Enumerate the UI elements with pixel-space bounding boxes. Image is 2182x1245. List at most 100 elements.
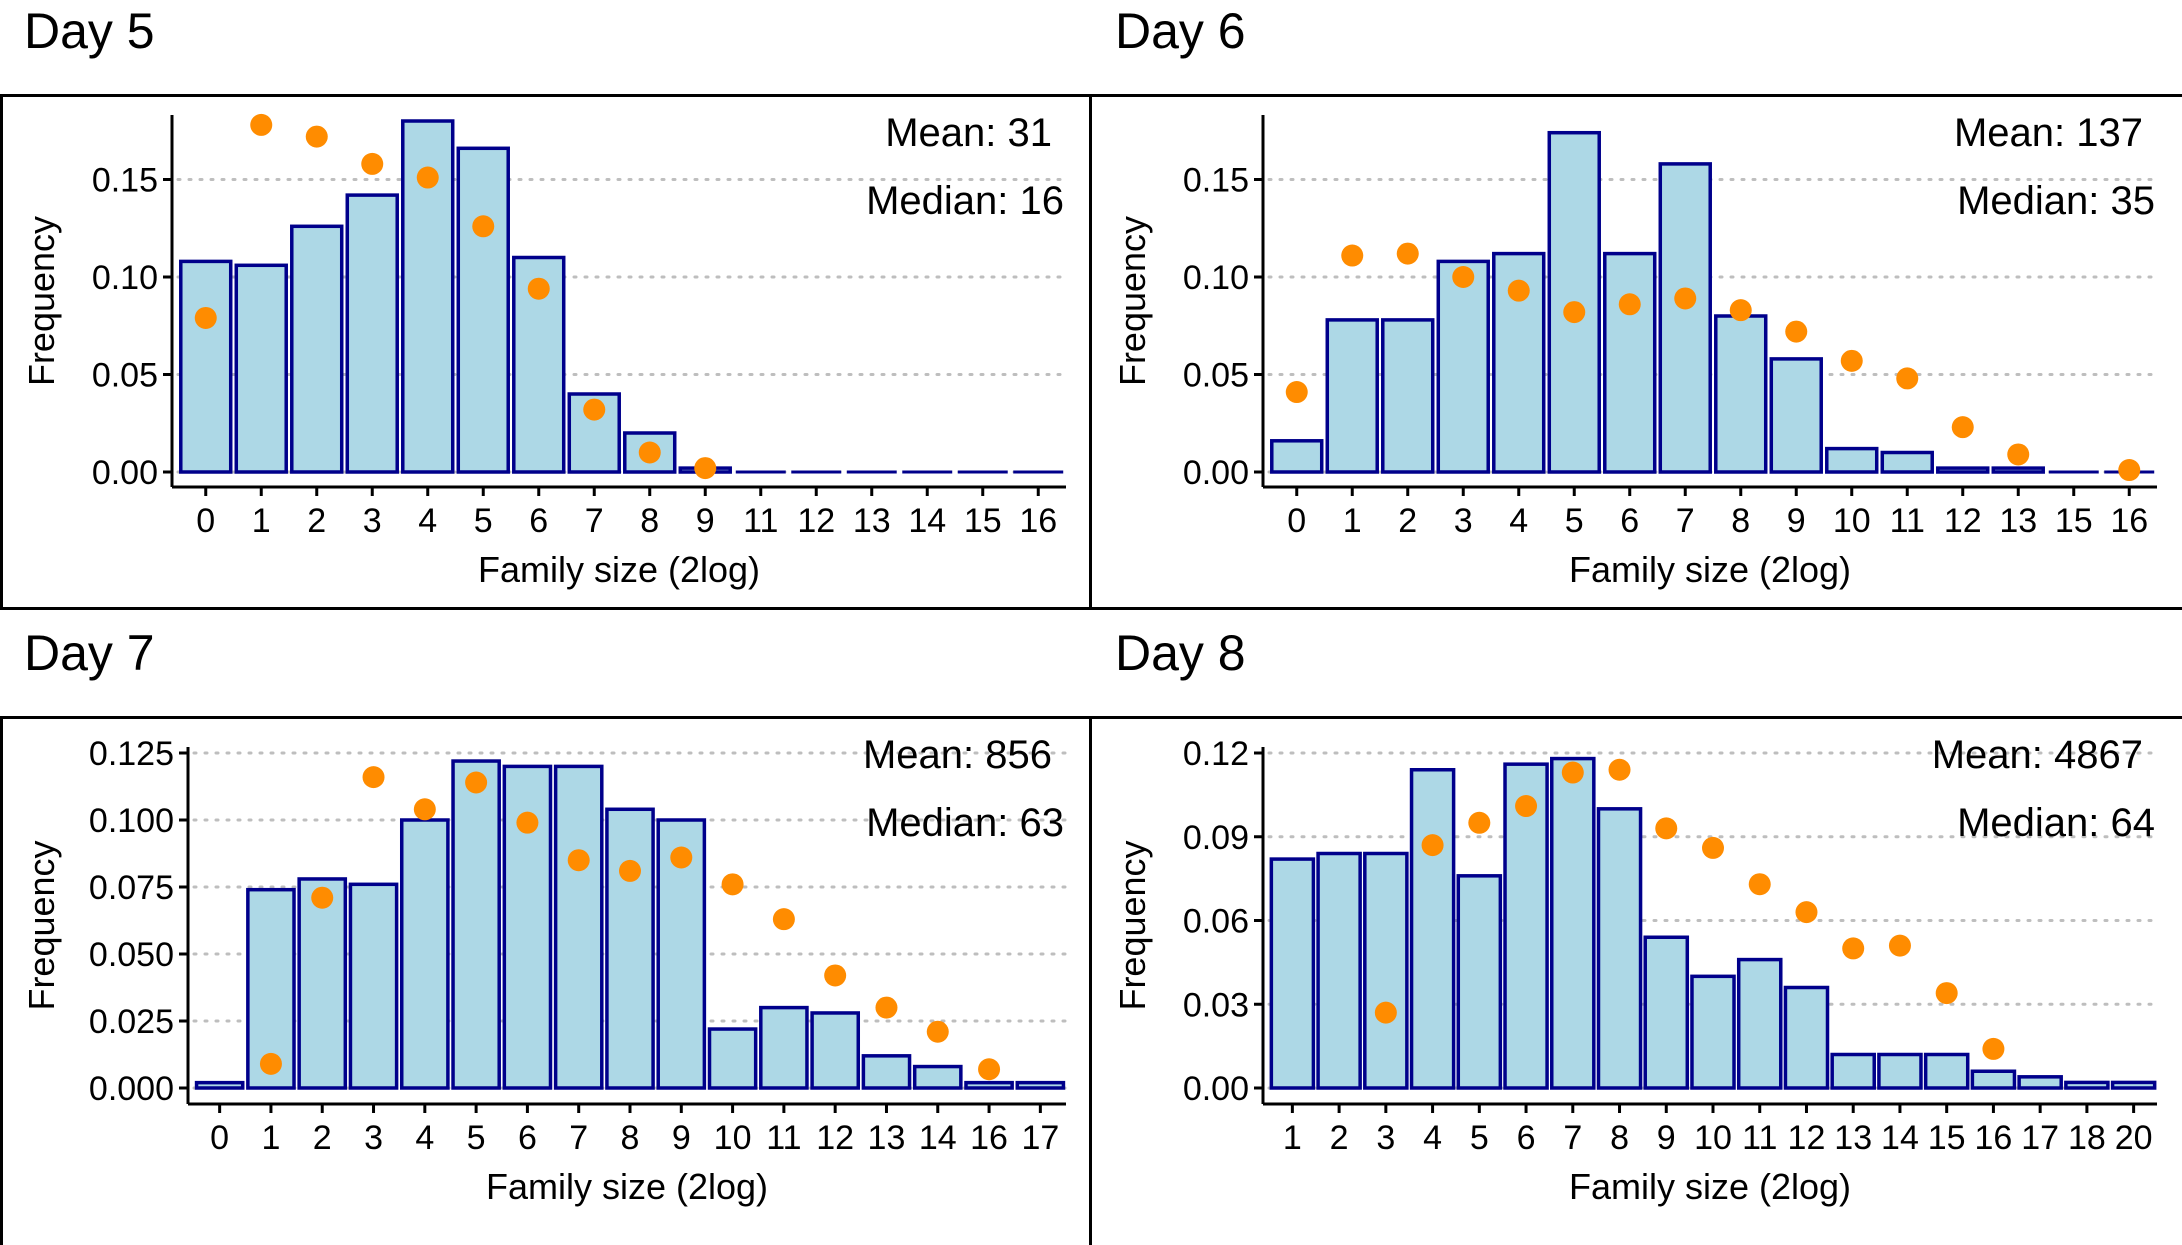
- x-tick-label: 10: [1833, 502, 1871, 540]
- chart-title: Day 8: [1115, 625, 1246, 681]
- data-point: [1702, 836, 1724, 859]
- x-tick-label: 8: [621, 1119, 640, 1157]
- y-axis-label: Frequency: [1112, 216, 1153, 386]
- bar: [1550, 756, 1596, 1090]
- data-point: [567, 849, 590, 872]
- chart-panel-day-7: Day 7 0.000 0.025 0.050 0.075 0.100 0.125 0 1 2 3…: [0, 622, 1091, 1244]
- x-tick-label: 9: [696, 502, 715, 540]
- data-point: [638, 441, 661, 464]
- bar: [1325, 318, 1379, 474]
- x-tick-label: 0: [1287, 502, 1306, 540]
- mean-annotation: Mean: 31: [885, 111, 1052, 155]
- data-point: [1561, 761, 1584, 784]
- x-tick-label: 0: [210, 1119, 229, 1157]
- x-tick-label: 1: [252, 502, 271, 540]
- chart-title: Day 5: [24, 3, 155, 59]
- chart-panel-day-6: Day 6 0.00 0.05 0.10 0.15 0 1 2 3 4 5 6 7 8 9 10 11 12 13…: [1091, 0, 2182, 622]
- data-point: [1468, 811, 1491, 834]
- x-tick-label: 1: [1343, 502, 1362, 540]
- bar: [1783, 985, 1830, 1090]
- median-annotation: Median: 16: [866, 179, 1064, 223]
- bar: [1015, 1080, 1066, 1090]
- y-tick-label: 0.09: [1183, 819, 1249, 857]
- bar: [1769, 357, 1823, 474]
- data-point: [824, 964, 847, 987]
- bar: [1436, 259, 1490, 474]
- data-point: [2118, 459, 2141, 482]
- x-tick-label: 4: [1509, 502, 1528, 540]
- x-tick-label: 13: [868, 1119, 906, 1157]
- x-tick-label: 12: [797, 502, 835, 540]
- x-tick-label: 5: [467, 1119, 486, 1157]
- data-point: [1563, 301, 1586, 324]
- data-point: [1982, 1037, 2005, 1060]
- panel-divider: [1089, 716, 1092, 1245]
- bar: [1270, 439, 1324, 474]
- bar: [1643, 935, 1690, 1090]
- y-tick-label: 0.125: [89, 735, 174, 773]
- data-point: [1935, 982, 1958, 1005]
- y-tick-label: 0.075: [89, 869, 174, 907]
- x-tick-label: 12: [816, 1119, 854, 1157]
- x-tick-label: 9: [1787, 502, 1806, 540]
- y-axis-label: Frequency: [21, 840, 62, 1010]
- bar: [964, 1080, 1014, 1090]
- x-axis-label: Family size (2log): [1569, 549, 1851, 590]
- y-tick-label: 0.00: [92, 454, 158, 492]
- x-tick-label: 3: [1454, 502, 1473, 540]
- bar: [1603, 251, 1657, 474]
- x-tick-label: 15: [1928, 1119, 1966, 1157]
- data-point: [416, 166, 439, 189]
- x-tick-label: 8: [640, 502, 659, 540]
- bar: [553, 764, 604, 1090]
- bar: [2064, 1080, 2110, 1090]
- x-tick-label: 6: [529, 502, 548, 540]
- bar: [194, 1080, 245, 1090]
- data-point: [1896, 367, 1919, 390]
- data-point: [1374, 1001, 1397, 1024]
- x-axis-label: Family size (2log): [486, 1166, 768, 1207]
- bar: [605, 807, 655, 1090]
- bar: [1736, 957, 1783, 1090]
- y-tick-label: 0.050: [89, 936, 174, 974]
- y-tick-label: 0.05: [92, 357, 158, 395]
- data-point: [619, 859, 641, 882]
- bar: [1456, 874, 1503, 1090]
- x-tick-label: 4: [418, 502, 437, 540]
- chart-panel-day-8: Day 8 0.00 0.03 0.06 0.09 0.12 1 2 3 4 5 6 7 8 9 10 11 1…: [1091, 622, 2182, 1244]
- data-point: [472, 215, 495, 238]
- bar: [1936, 466, 1990, 474]
- x-tick-label: 2: [307, 502, 326, 540]
- x-tick-label: 10: [714, 1119, 752, 1157]
- bar: [290, 224, 344, 474]
- data-point: [1452, 266, 1475, 288]
- bar: [759, 1005, 809, 1090]
- data-point: [1608, 758, 1631, 781]
- y-tick-label: 0.10: [1183, 259, 1249, 297]
- data-point: [1618, 293, 1641, 316]
- bar: [348, 882, 399, 1090]
- data-point: [1951, 416, 1974, 439]
- bar: [1880, 450, 1934, 474]
- x-tick-label: 14: [1881, 1119, 1919, 1157]
- x-tick-label: 2: [1398, 502, 1417, 540]
- y-tick-label: 0.05: [1183, 357, 1249, 395]
- y-tick-label: 0.000: [89, 1070, 174, 1108]
- data-point: [516, 811, 539, 834]
- chart-panel-day-5: Day 5 0.00 0.05 0.10 0.15 0 1 2 3 4 5 6 7 8 9 11 12 13 14…: [0, 0, 1091, 622]
- bar: [456, 146, 510, 474]
- data-point: [583, 398, 606, 421]
- bar: [1970, 1069, 2017, 1090]
- y-tick-label: 0.00: [1183, 1070, 1249, 1108]
- bar: [2017, 1075, 2063, 1090]
- x-tick-label: 14: [908, 502, 946, 540]
- x-tick-label: 16: [1019, 502, 1057, 540]
- x-tick-label: 20: [2115, 1119, 2153, 1157]
- data-point: [670, 846, 693, 869]
- x-tick-label: 9: [1657, 1119, 1676, 1157]
- data-point: [527, 277, 550, 300]
- bar: [1825, 446, 1879, 474]
- y-tick-label: 0.10: [92, 259, 158, 297]
- bar: [297, 877, 348, 1090]
- y-axis-label: Frequency: [1112, 840, 1153, 1010]
